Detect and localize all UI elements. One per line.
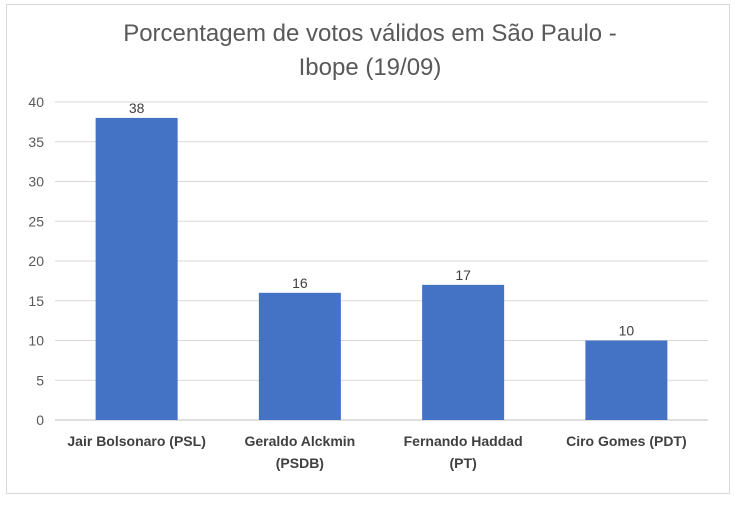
data-label: 10 — [619, 323, 635, 339]
y-tick-label: 10 — [28, 333, 44, 349]
category-label: Geraldo Alckmin — [245, 433, 356, 449]
data-labels: 38 16 17 10 — [129, 100, 635, 339]
bars — [95, 117, 668, 421]
category-label: (PSDB) — [276, 455, 324, 471]
y-tick-label: 30 — [28, 174, 44, 190]
bar — [258, 292, 341, 420]
chart-title: Porcentagem de votos válidos em São Paul… — [123, 20, 617, 81]
category-label: Jair Bolsonaro (PSL) — [67, 433, 205, 449]
data-label: 17 — [455, 267, 471, 283]
category-label: (PT) — [450, 455, 477, 471]
y-tick-label: 15 — [28, 293, 44, 309]
bar — [95, 117, 178, 421]
category-label: Ciro Gomes (PDT) — [566, 433, 687, 449]
y-tick-label: 35 — [28, 134, 44, 150]
data-label: 16 — [292, 275, 308, 291]
x-axis-categories: Jair Bolsonaro (PSL) Geraldo Alckmin (PSDB… — [67, 433, 686, 471]
y-tick-label: 40 — [28, 94, 44, 110]
chart-title-line: Ibope (19/09) — [299, 54, 442, 81]
y-tick-label: 0 — [36, 412, 44, 428]
y-tick-label: 25 — [28, 213, 44, 229]
bar — [585, 340, 668, 420]
bar — [422, 284, 505, 420]
y-tick-label: 5 — [36, 372, 44, 388]
y-tick-label: 20 — [28, 253, 44, 269]
data-label: 38 — [129, 100, 145, 116]
category-label: Fernando Haddad — [404, 433, 523, 449]
chart-title-line: Porcentagem de votos válidos em São Paul… — [123, 20, 617, 47]
y-axis-ticks: 0 5 10 15 20 25 30 35 40 — [28, 94, 44, 428]
